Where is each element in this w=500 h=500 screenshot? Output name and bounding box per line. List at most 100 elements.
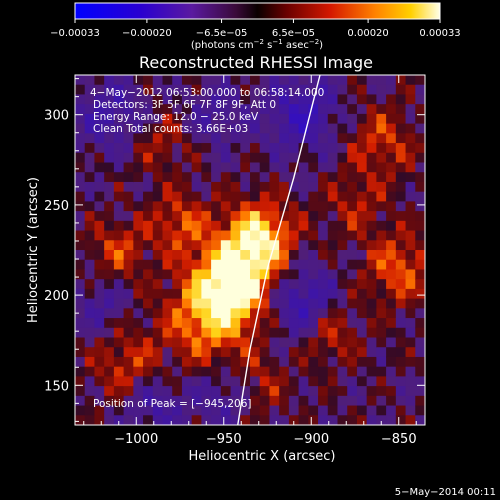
heatmap-cell	[366, 415, 377, 425]
heatmap-cell	[279, 181, 290, 193]
heatmap-cell	[201, 405, 212, 416]
heatmap-cell	[152, 84, 164, 96]
heatmap-cell	[75, 152, 86, 164]
heatmap-cell	[415, 201, 425, 212]
heatmap-cell	[386, 366, 397, 377]
heatmap-cell	[94, 288, 105, 300]
heatmap-cell	[279, 152, 290, 164]
heatmap-cell	[133, 220, 144, 232]
heatmap-cell	[191, 386, 202, 397]
heatmap-cell	[288, 123, 300, 134]
heatmap-cell	[240, 308, 251, 319]
heatmap-cell	[191, 327, 202, 339]
heatmap-cell	[415, 327, 425, 339]
heatmap-cell	[201, 181, 212, 193]
heatmap-cell	[366, 113, 377, 125]
heatmap-cell	[405, 279, 416, 290]
heatmap-cell	[347, 220, 358, 232]
heatmap-cell	[250, 172, 261, 183]
heatmap-cell	[337, 386, 348, 397]
heatmap-cell	[240, 386, 251, 397]
heatmap-cell	[405, 259, 416, 271]
heatmap-cell	[259, 347, 271, 358]
heatmap-cell	[220, 123, 232, 134]
heatmap-cell	[113, 181, 125, 193]
heatmap-cell	[143, 84, 154, 96]
heatmap-cell	[172, 172, 183, 183]
heatmap-cell	[386, 191, 397, 202]
heatmap-cell	[104, 104, 115, 115]
heatmap-cell	[395, 259, 407, 271]
heatmap-cell	[337, 415, 348, 425]
heatmap-cell	[113, 75, 125, 86]
heatmap-cell	[191, 356, 202, 368]
heatmap-cell	[356, 337, 368, 348]
heatmap-cell	[201, 395, 212, 407]
heatmap-cell	[337, 288, 348, 300]
heatmap-cell	[94, 279, 105, 290]
heatmap-cell	[250, 143, 261, 154]
heatmap-cell	[288, 415, 300, 425]
heatmap-cell	[162, 191, 173, 202]
heatmap-cell	[211, 152, 222, 164]
heatmap-cell	[181, 318, 193, 329]
heatmap-cell	[279, 298, 290, 309]
heatmap-cell	[269, 104, 280, 115]
heatmap-cell	[123, 415, 134, 425]
heatmap-cell	[376, 84, 387, 96]
heatmap-cell	[327, 356, 339, 368]
heatmap-cell	[279, 327, 290, 339]
heatmap-cell	[288, 298, 300, 309]
heatmap-cell	[298, 211, 309, 222]
heatmap-cell	[308, 191, 319, 202]
heatmap-cell	[113, 250, 125, 261]
heatmap-cell	[337, 201, 348, 212]
heatmap-cell	[405, 181, 416, 193]
heatmap-cell	[366, 308, 377, 319]
heatmap-cell	[201, 123, 212, 134]
heatmap-cell	[356, 366, 368, 377]
heatmap-cell	[211, 133, 222, 144]
heatmap-cell	[386, 230, 397, 241]
heatmap-cell	[123, 405, 134, 416]
heatmap-cell	[230, 123, 241, 134]
heatmap-cell	[201, 113, 212, 125]
heatmap-cell	[133, 415, 144, 425]
heatmap-cell	[162, 318, 173, 329]
heatmap-cell	[279, 172, 290, 183]
heatmap-cell	[75, 201, 86, 212]
heatmap-cell	[356, 327, 368, 339]
heatmap-cell	[191, 415, 202, 425]
heatmap-cell	[250, 123, 261, 134]
heatmap-cell	[308, 356, 319, 368]
heatmap-cell	[415, 386, 425, 397]
heatmap-cell	[415, 75, 425, 86]
heatmap-cell	[191, 104, 202, 115]
heatmap-cell	[240, 133, 251, 144]
heatmap-cell	[298, 259, 309, 271]
heatmap-cell	[386, 279, 397, 290]
heatmap-cell	[152, 298, 164, 309]
heatmap-cell	[181, 259, 193, 271]
colorbar-tick-label: 0.00020	[347, 28, 388, 39]
heatmap-cell	[75, 191, 86, 202]
heatmap-cell	[386, 327, 397, 339]
heatmap-cell	[172, 220, 183, 232]
heatmap-cell	[143, 94, 154, 105]
heatmap-cell	[415, 337, 425, 348]
heatmap-cell	[347, 143, 358, 154]
heatmap-cell	[366, 327, 377, 339]
heatmap-cell	[211, 395, 222, 407]
heatmap-cell	[181, 356, 193, 368]
heatmap-cell	[133, 298, 144, 309]
heatmap-cell	[84, 250, 96, 261]
heatmap-cell	[288, 269, 300, 280]
heatmap-cell	[366, 279, 377, 290]
heatmap-cell	[201, 250, 212, 261]
heatmap-cell	[240, 113, 251, 125]
heatmap-cell	[181, 94, 193, 105]
heatmap-cell	[201, 75, 212, 86]
heatmap-cell	[318, 386, 329, 397]
heatmap-cell	[75, 366, 86, 377]
heatmap-cell	[123, 123, 134, 134]
